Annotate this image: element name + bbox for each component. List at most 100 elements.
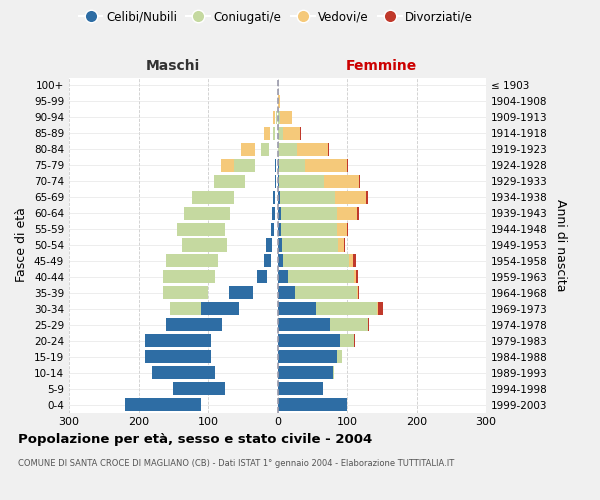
Bar (217, 174, 231, 188)
Bar (283, 238, 338, 252)
Bar (277, 222, 281, 235)
Legend: Celibi/Nubili, Coniugati/e, Vedovi/e, Divorziati/e: Celibi/Nubili, Coniugati/e, Vedovi/e, Di… (74, 6, 478, 28)
Bar (203, 302, 204, 316)
Bar (263, 254, 271, 268)
Bar (277, 238, 283, 252)
Bar (206, 286, 208, 300)
Bar (264, 127, 270, 140)
Bar (297, 142, 328, 156)
Bar (201, 302, 239, 316)
Bar (215, 254, 217, 268)
Bar (328, 142, 329, 156)
Bar (223, 238, 224, 252)
Bar (166, 318, 222, 332)
Bar (206, 318, 208, 332)
Bar (221, 158, 238, 172)
Bar (194, 318, 208, 332)
Bar (279, 158, 305, 172)
Bar (152, 366, 215, 379)
Bar (337, 350, 342, 363)
Bar (277, 302, 316, 316)
Bar (277, 398, 347, 411)
Bar (338, 238, 344, 252)
Bar (277, 127, 283, 140)
Bar (275, 174, 276, 188)
Bar (277, 254, 283, 268)
Text: Popolazione per età, sesso e stato civile - 2004: Popolazione per età, sesso e stato civil… (18, 432, 372, 446)
Bar (354, 270, 356, 283)
Bar (277, 142, 297, 156)
Bar (125, 398, 201, 411)
Bar (367, 190, 368, 203)
Bar (173, 382, 226, 395)
Bar (333, 366, 334, 379)
Bar (278, 95, 280, 108)
Bar (257, 270, 267, 283)
Bar (277, 206, 281, 220)
Bar (358, 206, 359, 220)
Bar (356, 270, 358, 283)
Bar (222, 238, 223, 252)
Bar (276, 111, 277, 124)
Bar (209, 350, 210, 363)
Bar (219, 222, 221, 235)
Bar (184, 206, 230, 220)
Bar (275, 158, 276, 172)
Bar (222, 190, 223, 203)
Y-axis label: Fasce di età: Fasce di età (16, 208, 28, 282)
Bar (337, 222, 347, 235)
Bar (277, 95, 278, 108)
Bar (210, 270, 212, 283)
Bar (210, 254, 214, 268)
Bar (335, 190, 367, 203)
Bar (215, 206, 223, 220)
Bar (277, 190, 280, 203)
Bar (340, 334, 354, 347)
Bar (166, 254, 218, 268)
Bar (277, 286, 295, 300)
Bar (271, 222, 274, 235)
Bar (277, 350, 337, 363)
Bar (288, 270, 354, 283)
Bar (229, 286, 253, 300)
Bar (272, 206, 275, 220)
Bar (214, 174, 245, 188)
Y-axis label: Anni di nascita: Anni di nascita (554, 198, 567, 291)
Bar (145, 350, 211, 363)
Bar (279, 174, 324, 188)
Bar (182, 238, 227, 252)
Bar (235, 158, 255, 172)
Bar (277, 366, 333, 379)
Bar (277, 158, 279, 172)
Bar (358, 286, 359, 300)
Bar (277, 318, 329, 332)
Bar (344, 238, 345, 252)
Bar (281, 222, 337, 235)
Bar (274, 127, 275, 140)
Bar (280, 190, 335, 203)
Bar (261, 142, 269, 156)
Bar (277, 111, 280, 124)
Bar (283, 127, 301, 140)
Bar (353, 254, 356, 268)
Bar (295, 286, 358, 300)
Bar (347, 222, 349, 235)
Bar (272, 111, 275, 124)
Bar (283, 254, 349, 268)
Bar (354, 334, 355, 347)
Bar (213, 190, 223, 203)
Bar (177, 222, 226, 235)
Text: COMUNE DI SANTA CROCE DI MAGLIANO (CB) - Dati ISTAT 1° gennaio 2004 - Elaborazio: COMUNE DI SANTA CROCE DI MAGLIANO (CB) -… (18, 459, 454, 468)
Bar (324, 174, 359, 188)
Bar (145, 334, 211, 347)
Bar (200, 334, 206, 347)
Bar (377, 302, 383, 316)
Bar (266, 238, 272, 252)
Bar (305, 158, 347, 172)
Bar (163, 286, 208, 300)
Text: Maschi: Maschi (146, 58, 200, 72)
Bar (221, 206, 222, 220)
Bar (316, 302, 377, 316)
Bar (163, 270, 215, 283)
Text: Femmine: Femmine (346, 58, 418, 72)
